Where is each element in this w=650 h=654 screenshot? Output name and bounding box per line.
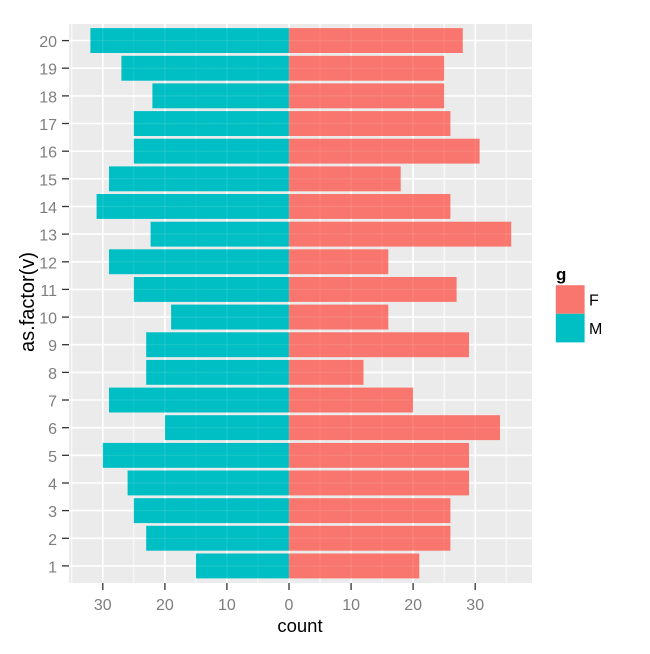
svg-text:17: 17	[39, 117, 57, 134]
svg-text:4: 4	[48, 477, 57, 494]
svg-text:30: 30	[94, 597, 112, 614]
svg-text:M: M	[589, 321, 602, 338]
svg-text:F: F	[589, 293, 599, 310]
svg-text:10: 10	[342, 597, 360, 614]
svg-text:13: 13	[39, 228, 57, 245]
svg-text:18: 18	[39, 89, 57, 106]
svg-text:2: 2	[48, 532, 57, 549]
svg-text:12: 12	[39, 255, 57, 272]
svg-text:11: 11	[40, 283, 57, 300]
svg-text:20: 20	[404, 597, 422, 614]
svg-text:9: 9	[48, 338, 57, 355]
svg-text:5: 5	[48, 449, 57, 466]
svg-text:30: 30	[466, 597, 484, 614]
svg-text:20: 20	[156, 597, 174, 614]
svg-text:16: 16	[39, 145, 57, 162]
svg-text:10: 10	[39, 311, 57, 328]
svg-text:8: 8	[48, 366, 57, 383]
svg-text:20: 20	[39, 34, 57, 51]
svg-text:7: 7	[48, 394, 57, 411]
svg-text:10: 10	[218, 597, 236, 614]
svg-text:15: 15	[39, 172, 57, 189]
svg-text:14: 14	[39, 200, 57, 217]
svg-text:g: g	[556, 265, 566, 284]
svg-text:0: 0	[285, 597, 294, 614]
svg-text:6: 6	[48, 421, 57, 438]
svg-text:19: 19	[39, 62, 57, 79]
svg-text:1: 1	[48, 559, 57, 576]
svg-text:as.factor(v): as.factor(v)	[17, 252, 39, 352]
svg-text:3: 3	[48, 504, 57, 521]
svg-text:count: count	[277, 615, 322, 636]
